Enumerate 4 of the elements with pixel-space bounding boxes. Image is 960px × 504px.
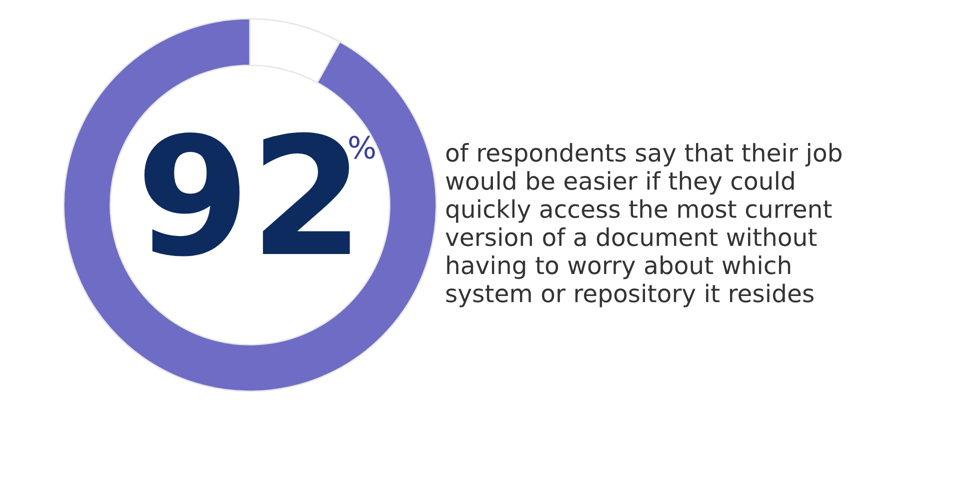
text: % xyxy=(349,136,375,159)
data-label: 92 xyxy=(144,132,350,256)
donut-slice xyxy=(63,18,437,392)
text: of respondents say that their job would be easier if they could quickly access the most current version of a document without having to worry about which system or repository it resides xyxy=(446,143,842,308)
